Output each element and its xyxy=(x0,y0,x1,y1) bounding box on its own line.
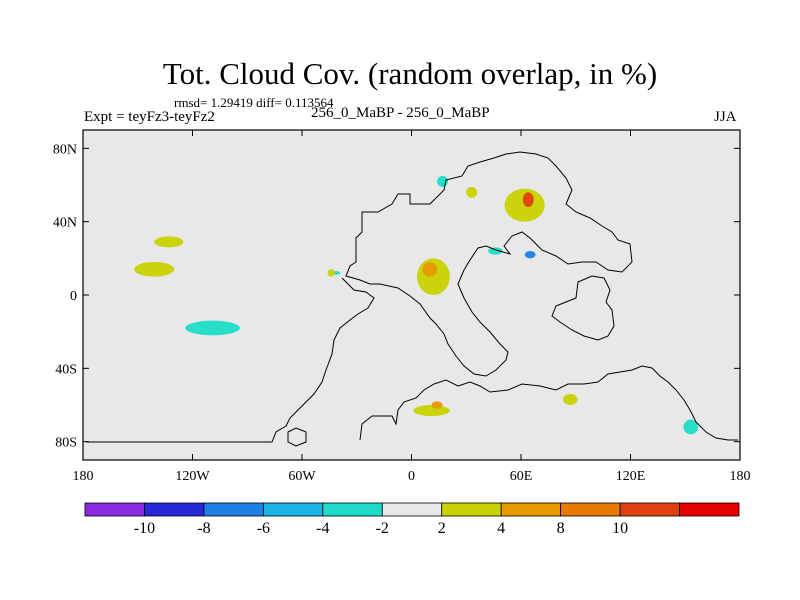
chart-title: Tot. Cloud Cov. (random overlap, in %) xyxy=(162,56,658,91)
colorbar-label: -10 xyxy=(134,520,155,537)
colorbar-box xyxy=(679,502,740,517)
colorbar-box xyxy=(560,502,621,517)
x-tick-label: 60E xyxy=(510,469,533,484)
anomaly-southern-ocean-positive xyxy=(413,405,450,416)
anomaly-atlantic-small-positive xyxy=(327,269,335,277)
y-tick-label: 80N xyxy=(53,142,77,157)
colorbar-label: 2 xyxy=(438,520,446,537)
run-label: 256_0_MaBP - 256_0_MaBP xyxy=(311,105,490,121)
x-tick-label: 120W xyxy=(175,469,210,484)
colorbar-box xyxy=(381,502,443,517)
x-tick-label: 0 xyxy=(408,469,415,484)
experiment-label: Expt = teyFz3-teyFz2 xyxy=(84,109,215,125)
colorbar-box xyxy=(262,502,324,517)
colorbar-label: 10 xyxy=(612,520,628,537)
colorbar-label: -6 xyxy=(257,520,270,537)
colorbar-label: 4 xyxy=(497,520,505,537)
colorbar-box xyxy=(203,502,264,517)
y-tick-label: 40N xyxy=(53,216,77,231)
colorbar-box xyxy=(500,502,562,517)
colorbar-label: -2 xyxy=(376,520,389,537)
anomaly-asia-positive xyxy=(504,188,545,222)
coastline-east-landmass xyxy=(551,275,615,341)
colorbar-label: -8 xyxy=(197,520,210,537)
anomaly-antarctic-negative xyxy=(683,419,699,435)
anomaly-pacific-small-positive xyxy=(154,236,184,248)
anomaly-siberia-positive xyxy=(466,186,478,198)
colorbar-box xyxy=(619,502,680,517)
colorbar-label: 8 xyxy=(557,520,565,537)
y-tick-label: 80S xyxy=(55,436,77,451)
stats-label: rmsd= 1.29419 diff= 0.113564 xyxy=(174,95,334,110)
map-background xyxy=(83,130,740,460)
colorbar-label: -4 xyxy=(316,520,329,537)
y-tick-label: 40S xyxy=(55,362,77,377)
colorbar-box xyxy=(322,502,383,517)
anomaly-tropical-pacific-positive xyxy=(134,262,175,277)
colorbar-box xyxy=(441,502,502,517)
coastline-southern-island xyxy=(287,427,307,447)
anomaly-asia-hotspot xyxy=(522,192,534,208)
anomaly-atlantic-small-negative xyxy=(333,271,341,275)
coastline-southern xyxy=(359,365,738,441)
coastline-layer xyxy=(86,151,738,447)
anomaly-himalaya-negative xyxy=(524,251,536,259)
anomaly-arabia-negative xyxy=(488,247,503,255)
anomaly-south-pacific-negative xyxy=(185,320,240,336)
anomaly-layer xyxy=(134,175,699,435)
coastline-eurasia-africa xyxy=(345,151,633,377)
y-tick-label: 0 xyxy=(70,289,77,304)
colorbar-box xyxy=(144,502,205,517)
x-tick-label: 180 xyxy=(730,469,751,484)
x-tick-label: 180 xyxy=(73,469,94,484)
axis-layer: 180 120W 60W 0 60E 120E 180 80N 40N 0 40S 80S xyxy=(53,130,751,484)
colorbar: -10 -8 -6 -4 -2 2 4 8 10 xyxy=(84,502,740,537)
anomaly-southern-ocean-positive-2 xyxy=(562,394,578,405)
anomaly-africa-hotspot xyxy=(422,262,438,277)
x-tick-label: 120E xyxy=(616,469,646,484)
anomaly-arctic-negative xyxy=(437,175,448,187)
colorbar-box xyxy=(84,502,145,517)
anomaly-southern-ocean-hotspot xyxy=(431,401,443,409)
x-tick-label: 60W xyxy=(288,469,316,484)
season-label: JJA xyxy=(714,109,737,125)
coastline-americas xyxy=(86,277,375,443)
